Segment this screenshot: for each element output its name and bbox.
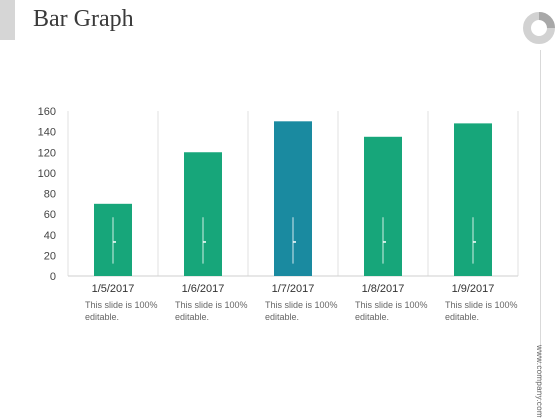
x-tick-label: 1/5/2017 [92, 283, 135, 295]
x-tick-label: 1/6/2017 [182, 283, 225, 295]
logo-ring-icon [523, 12, 555, 44]
y-tick-label: 60 [44, 209, 56, 221]
x-tick-label: 1/9/2017 [452, 283, 495, 295]
y-tick-label: 80 [44, 189, 56, 201]
bar-caption: This slide is 100% editable. [265, 300, 338, 322]
page-title: Bar Graph [33, 6, 134, 32]
bar-caption: This slide is 100% editable. [445, 300, 518, 322]
y-tick-label: 120 [38, 147, 56, 159]
bar-caption: This slide is 100% editable. [175, 300, 248, 322]
y-tick-label: 0 [50, 271, 56, 283]
title-accent-bar [0, 0, 15, 40]
y-tick-label: 140 [38, 127, 56, 139]
x-tick-label: 1/8/2017 [362, 283, 405, 295]
y-tick-label: 40 [44, 230, 56, 242]
y-tick-label: 100 [38, 168, 56, 180]
bar-caption: This slide is 100% editable. [355, 300, 428, 322]
x-tick-label: 1/7/2017 [272, 283, 315, 295]
y-tick-label: 160 [38, 106, 56, 118]
y-tick-label: 20 [44, 250, 56, 262]
side-divider [540, 50, 541, 418]
bar-caption: This slide is 100% editable. [85, 300, 158, 322]
